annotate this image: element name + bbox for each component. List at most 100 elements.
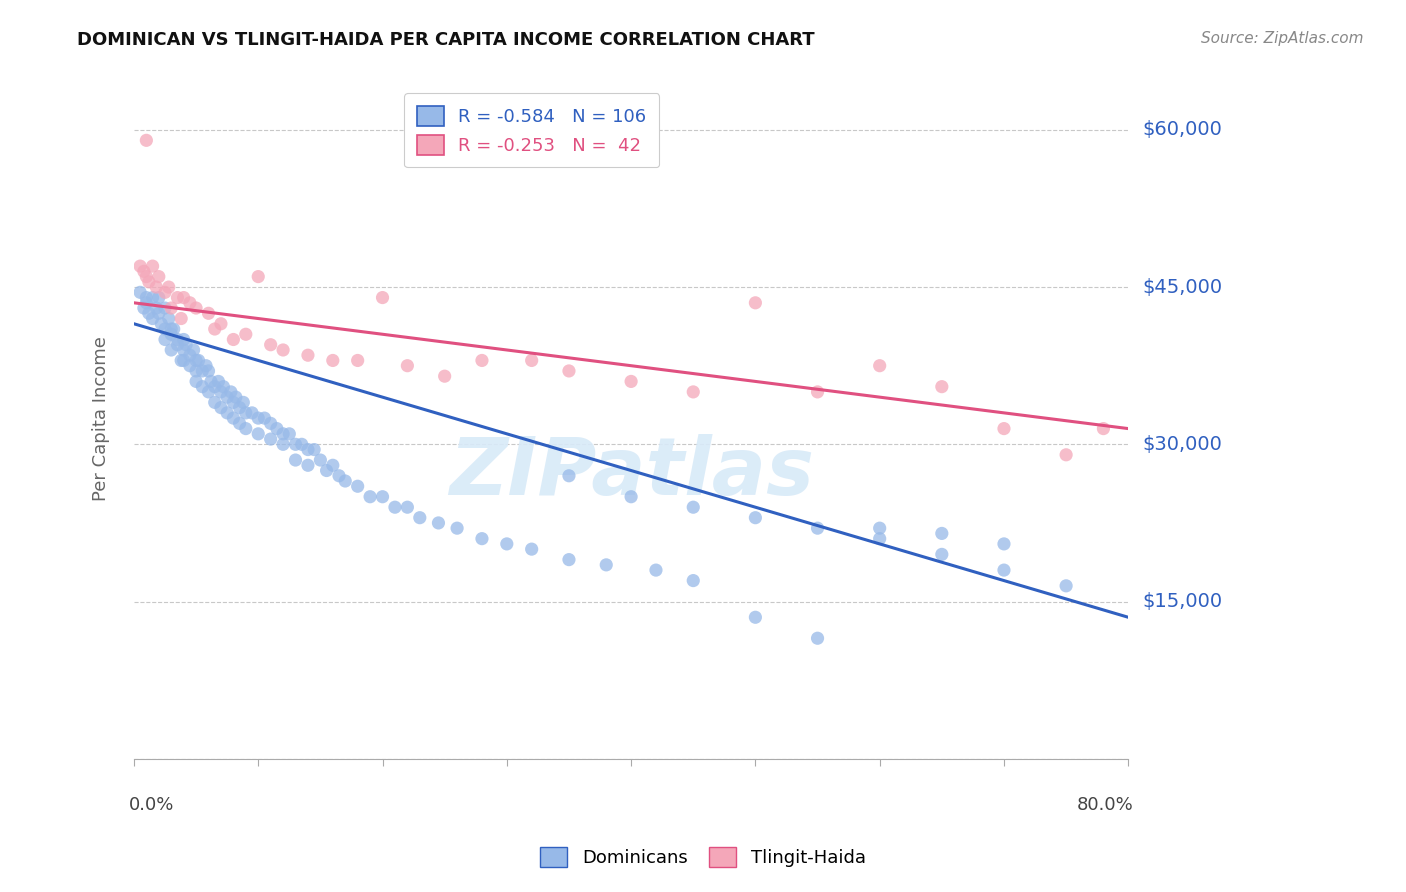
Point — [225, 390, 247, 404]
Point — [433, 369, 456, 384]
Point — [163, 322, 186, 336]
Point — [359, 490, 381, 504]
Point — [335, 474, 357, 488]
Point — [993, 563, 1015, 577]
Point — [993, 421, 1015, 435]
Point — [620, 490, 643, 504]
Point — [744, 510, 766, 524]
Point — [520, 353, 543, 368]
Point — [170, 311, 193, 326]
Point — [284, 437, 307, 451]
Point — [806, 632, 828, 646]
Point — [173, 333, 195, 347]
Point — [869, 521, 891, 535]
Point — [1054, 579, 1077, 593]
Point — [371, 291, 394, 305]
Point — [145, 301, 167, 315]
Point — [328, 468, 350, 483]
Point — [222, 333, 245, 347]
Point — [184, 375, 207, 389]
Point — [166, 291, 188, 305]
Point — [160, 322, 183, 336]
Point — [166, 337, 188, 351]
Point — [153, 301, 176, 315]
Point — [322, 353, 344, 368]
Point — [620, 375, 643, 389]
Point — [228, 417, 250, 431]
Y-axis label: Per Capita Income: Per Capita Income — [93, 335, 110, 500]
Point — [174, 337, 197, 351]
Point — [142, 311, 165, 326]
Point — [129, 285, 152, 300]
Point — [247, 269, 270, 284]
Point — [173, 343, 195, 357]
Point — [558, 552, 581, 566]
Point — [235, 406, 257, 420]
Point — [173, 291, 195, 305]
Point — [232, 395, 254, 409]
Point — [253, 411, 276, 425]
Point — [204, 395, 226, 409]
Point — [170, 353, 193, 368]
Point — [297, 348, 319, 362]
Point — [135, 291, 157, 305]
Point — [138, 306, 160, 320]
Point — [197, 364, 219, 378]
Text: DOMINICAN VS TLINGIT-HAIDA PER CAPITA INCOME CORRELATION CHART: DOMINICAN VS TLINGIT-HAIDA PER CAPITA IN… — [77, 31, 815, 49]
Point — [135, 295, 157, 310]
Point — [204, 379, 226, 393]
Point — [471, 532, 494, 546]
Point — [682, 384, 704, 399]
Point — [682, 574, 704, 588]
Point — [153, 333, 176, 347]
Point — [157, 280, 180, 294]
Point — [173, 353, 195, 368]
Point — [302, 442, 325, 457]
Point — [204, 322, 226, 336]
Point — [744, 295, 766, 310]
Point — [520, 542, 543, 557]
Point — [217, 406, 239, 420]
Point — [160, 301, 183, 315]
Point — [153, 322, 176, 336]
Point — [179, 348, 201, 362]
Text: Source: ZipAtlas.com: Source: ZipAtlas.com — [1201, 31, 1364, 46]
Point — [179, 359, 201, 373]
Point — [135, 269, 157, 284]
Text: $45,000: $45,000 — [1142, 277, 1222, 296]
Point — [309, 453, 332, 467]
Point — [142, 259, 165, 273]
Point — [240, 406, 263, 420]
Point — [138, 275, 160, 289]
Point — [446, 521, 468, 535]
Point — [207, 375, 229, 389]
Point — [595, 558, 617, 572]
Legend: Dominicans, Tlingit-Haida: Dominicans, Tlingit-Haida — [533, 839, 873, 874]
Point — [427, 516, 450, 530]
Point — [209, 401, 232, 415]
Point — [200, 375, 222, 389]
Point — [1054, 448, 1077, 462]
Point — [931, 379, 953, 393]
Point — [322, 458, 344, 473]
Point — [260, 337, 283, 351]
Point — [315, 463, 337, 477]
Point — [558, 468, 581, 483]
Point — [260, 432, 283, 446]
Point — [495, 537, 517, 551]
Point — [682, 500, 704, 515]
Text: $60,000: $60,000 — [1142, 120, 1222, 139]
Point — [271, 343, 294, 357]
Point — [396, 500, 419, 515]
Point — [1092, 421, 1115, 435]
Point — [806, 384, 828, 399]
Text: ZIPatlas: ZIPatlas — [449, 434, 814, 512]
Point — [247, 426, 270, 441]
Point — [142, 291, 165, 305]
Point — [148, 291, 170, 305]
Point — [266, 421, 288, 435]
Point — [869, 532, 891, 546]
Point — [271, 437, 294, 451]
Point — [132, 301, 155, 315]
Point — [132, 264, 155, 278]
